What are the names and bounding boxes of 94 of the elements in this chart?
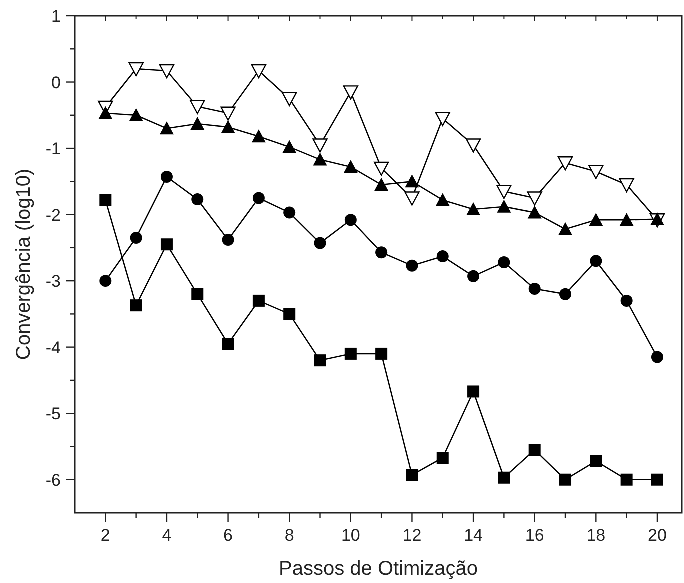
point [436, 193, 450, 206]
point [130, 300, 142, 312]
point [251, 64, 267, 79]
point [313, 152, 328, 166]
point [406, 260, 418, 272]
point [98, 106, 113, 120]
point [252, 192, 265, 204]
point [589, 213, 604, 226]
point [498, 256, 510, 269]
point [100, 194, 112, 206]
x-tick-label: 4 [162, 526, 172, 545]
y-tick-label: -2 [46, 206, 61, 225]
x-tick-label: 12 [402, 526, 422, 545]
point [222, 338, 234, 350]
point [374, 178, 389, 191]
point [497, 200, 512, 213]
point [282, 92, 298, 106]
point [620, 474, 633, 486]
point [528, 444, 541, 456]
point [560, 288, 572, 300]
point [588, 165, 604, 180]
point [404, 192, 420, 206]
point [160, 122, 174, 135]
x-tick-label: 8 [284, 526, 294, 545]
point [374, 162, 390, 176]
y-tick-label: 0 [52, 73, 61, 92]
point [190, 117, 205, 130]
point [284, 308, 296, 320]
point [468, 386, 480, 398]
point [528, 206, 542, 219]
x-axis-title: Passos de Otimização [279, 558, 478, 580]
point [620, 213, 634, 226]
point [620, 294, 633, 307]
point [590, 455, 602, 468]
point [100, 275, 112, 288]
point [560, 474, 572, 486]
point [376, 246, 388, 259]
y-axis-title: Convergência (log10) [13, 168, 35, 360]
x-tick-label: 14 [464, 526, 483, 545]
point [406, 469, 418, 482]
point [466, 202, 481, 216]
point [590, 255, 602, 268]
point [220, 106, 236, 122]
point [435, 112, 450, 126]
x-tick-label: 16 [525, 526, 544, 545]
point [496, 185, 512, 200]
point [343, 86, 359, 100]
y-tick-label: 1 [52, 7, 61, 26]
point [160, 238, 173, 251]
point [344, 160, 358, 174]
y-tick-label: -1 [46, 140, 61, 159]
x-tick-label: 10 [341, 526, 360, 545]
point [650, 212, 664, 226]
point [466, 138, 482, 153]
point [651, 474, 664, 486]
x-tick-label: 18 [586, 526, 606, 545]
point [344, 214, 357, 226]
point [651, 351, 664, 364]
x-tick-label: 20 [648, 526, 667, 545]
point [558, 222, 573, 236]
point [619, 178, 634, 193]
point [468, 270, 480, 282]
y-tick-label: -3 [46, 272, 61, 292]
point [436, 250, 449, 263]
point [129, 108, 144, 122]
point [192, 288, 204, 300]
point [252, 294, 265, 307]
point [192, 194, 204, 206]
point [527, 192, 542, 206]
point [222, 234, 234, 246]
point [284, 206, 296, 219]
point [252, 130, 266, 143]
point [405, 174, 420, 188]
point [221, 120, 236, 134]
point [528, 283, 541, 296]
point [344, 348, 357, 360]
x-tick-label: 6 [224, 526, 234, 545]
point [436, 452, 449, 464]
point [282, 140, 297, 154]
point [160, 171, 173, 184]
y-tick-label: -5 [46, 404, 61, 424]
point [376, 348, 388, 360]
y-tick-label: -4 [46, 338, 61, 358]
point [190, 100, 206, 114]
point [498, 472, 510, 484]
point [314, 354, 326, 367]
point [312, 138, 328, 153]
y-tick-label: -6 [46, 470, 61, 490]
point [128, 62, 144, 77]
point [558, 156, 574, 171]
point [314, 237, 326, 250]
x-tick-label: 2 [100, 526, 110, 545]
point [159, 64, 175, 79]
point [130, 232, 142, 244]
